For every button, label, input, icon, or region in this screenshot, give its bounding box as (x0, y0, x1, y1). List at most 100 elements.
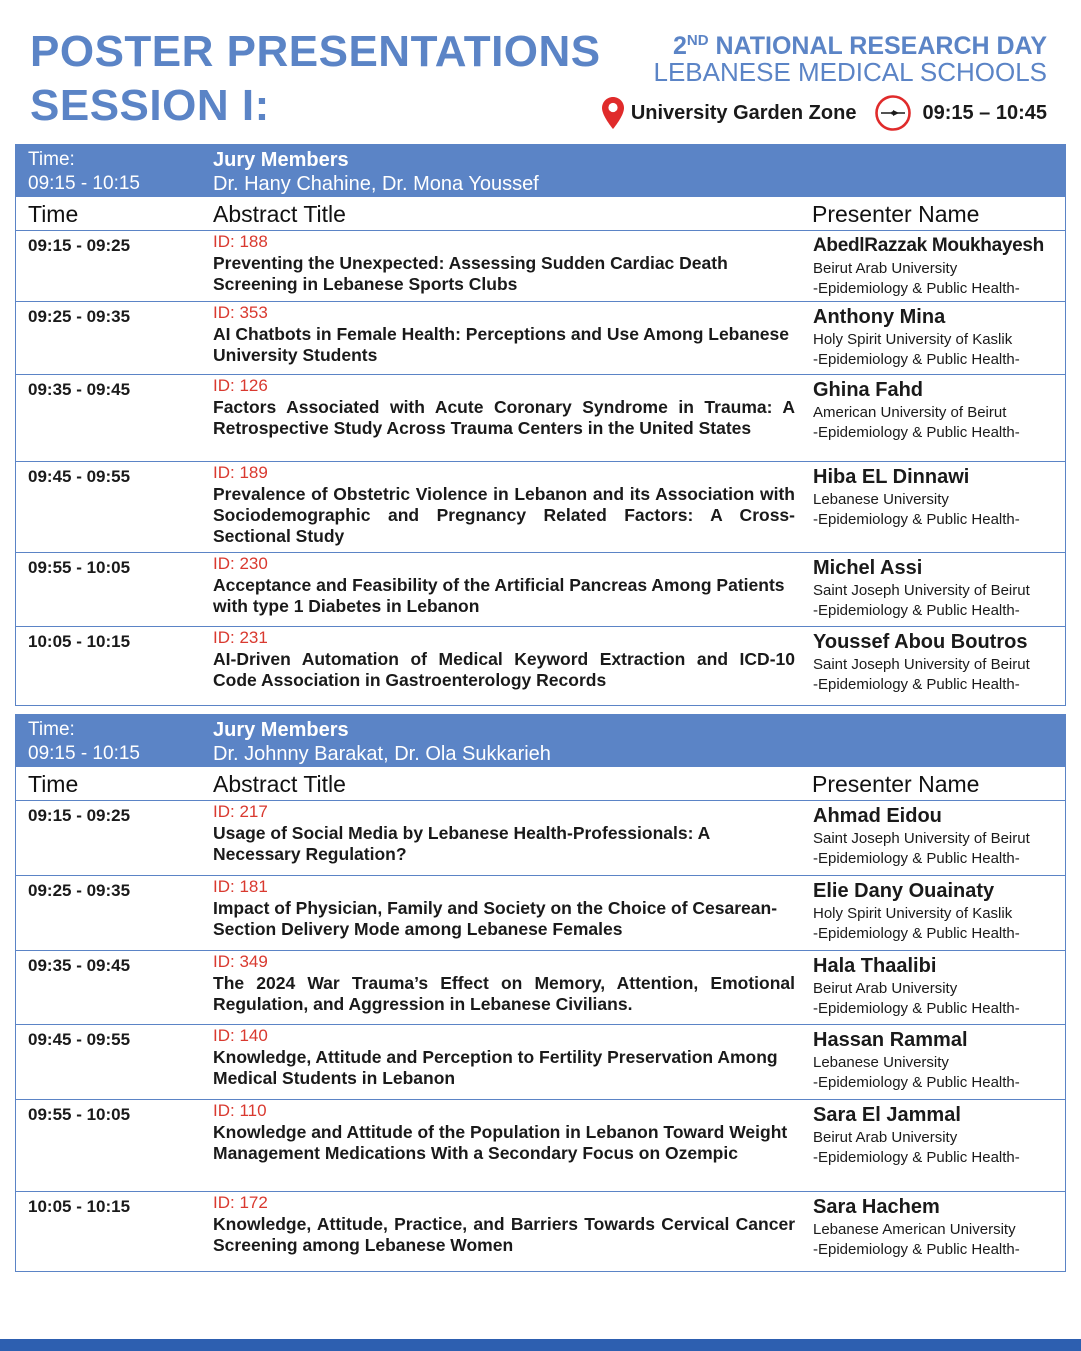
presenter-university: Beirut Arab University (813, 980, 958, 997)
presenter-department: -Epidemiology & Public Health- (813, 280, 1020, 297)
presenter-university: Holy Spirit University of Kaslik (813, 905, 1013, 922)
abstract-id: ID: 172 (213, 1193, 268, 1212)
presenter-department: -Epidemiology & Public Health- (813, 1000, 1020, 1017)
column-header-presenter: Presenter Name (812, 771, 980, 797)
session-time-value: 09:15 - 10:15 (28, 173, 140, 194)
column-header-abstract: Abstract Title (213, 201, 346, 227)
column-header: Time Abstract Title Presenter Name (16, 197, 1065, 231)
row-time: 09:45 - 09:55 (28, 1030, 131, 1049)
session-title: SESSION I: (30, 81, 270, 130)
abstract-id: ID: 181 (213, 877, 268, 896)
abstract-id: ID: 110 (213, 1101, 267, 1120)
presenter-university: Saint Joseph University of Beirut (813, 582, 1030, 599)
event-name-rest: NATIONAL RESEARCH DAY (708, 32, 1047, 60)
session-table-1: Time: 09:15 - 10:15 Jury Members Dr. Han… (15, 144, 1066, 706)
presenter-university: Beirut Arab University (813, 1129, 958, 1146)
row-time: 09:45 - 09:55 (28, 467, 131, 486)
presenter-department: -Epidemiology & Public Health- (813, 850, 1020, 867)
table-row: 09:15 - 09:25 ID: 188 Preventing the Une… (16, 231, 1065, 302)
abstract-title: Prevalence of Obstetric Violence in Leba… (213, 484, 795, 546)
abstract-title: Knowledge, Attitude, Practice, and Barri… (213, 1214, 795, 1255)
table-row: 09:35 - 09:45 ID: 349 The 2024 War Traum… (16, 951, 1065, 1025)
abstract-id: ID: 353 (213, 303, 268, 322)
presenter-name: Anthony Mina (813, 306, 946, 328)
presenter-name: Hassan Rammal (813, 1029, 968, 1051)
row-time: 09:25 - 09:35 (28, 307, 131, 326)
table-row: 09:55 - 10:05 ID: 230 Acceptance and Fea… (16, 553, 1065, 627)
presenter-university: Lebanese American University (813, 1221, 1016, 1238)
presenter-name: Hala Thaalibi (813, 955, 937, 977)
column-header-abstract: Abstract Title (213, 771, 346, 797)
presenter-name: Michel Assi (813, 557, 923, 579)
row-time: 09:35 - 09:45 (28, 380, 131, 399)
abstract-title: Knowledge and Attitude of the Population… (213, 1122, 788, 1163)
presenter-name: Ghina Fahd (813, 379, 923, 401)
abstract-title: Knowledge, Attitude and Perception to Fe… (213, 1047, 778, 1088)
map-pin-icon (601, 97, 624, 129)
presenter-department: -Epidemiology & Public Health- (813, 925, 1020, 942)
session-time-label: Time: (28, 149, 75, 170)
presenter-name: Sara Hachem (813, 1196, 940, 1218)
event-subtitle: LEBANESE MEDICAL SCHOOLS (653, 57, 1048, 87)
abstract-title: Impact of Physician, Family and Society … (213, 898, 778, 939)
page-title: POSTER PRESENTATIONS (30, 27, 601, 76)
abstract-title: Factors Associated with Acute Coronary S… (213, 397, 795, 438)
presenter-name: AbedlRazzak Moukhayesh (813, 235, 1044, 256)
session-time-value: 09:15 - 10:15 (28, 743, 140, 764)
table-row: 09:45 - 09:55 ID: 140 Knowledge, Attitud… (16, 1025, 1065, 1100)
presenter-university: Lebanese University (813, 491, 949, 508)
abstract-id: ID: 140 (213, 1026, 268, 1045)
location-text: University Garden Zone (630, 101, 857, 124)
time-range-text: 09:15 – 10:45 (922, 101, 1047, 124)
clock-icon (875, 95, 912, 131)
session-table-2: Time: 09:15 - 10:15 Jury Members Dr. Joh… (15, 714, 1066, 1272)
abstract-title: AI-Driven Automation of Medical Keyword … (213, 649, 795, 690)
column-header-time: Time (28, 201, 79, 227)
presenter-university: Lebanese University (813, 1054, 949, 1071)
presenter-department: -Epidemiology & Public Health- (813, 1074, 1020, 1091)
abstract-title: Preventing the Unexpected: Assessing Sud… (213, 253, 728, 294)
abstract-id: ID: 231 (213, 628, 268, 647)
presenter-university: Saint Joseph University of Beirut (813, 830, 1030, 847)
row-time: 09:35 - 09:45 (28, 956, 131, 975)
row-time: 09:25 - 09:35 (28, 881, 131, 900)
row-time: 09:55 - 10:05 (28, 1105, 131, 1124)
table-row: 09:35 - 09:45 ID: 126 Factors Associated… (16, 375, 1065, 462)
presenter-university: American University of Beirut (813, 404, 1007, 421)
presenter-university: Holy Spirit University of Kaslik (813, 331, 1013, 348)
session-time-label: Time: (28, 719, 75, 740)
table-row: 09:45 - 09:55 ID: 189 Prevalence of Obst… (16, 462, 1065, 553)
presenter-department: -Epidemiology & Public Health- (813, 602, 1020, 619)
presenter-department: -Epidemiology & Public Health- (813, 676, 1020, 693)
session-meta: University Garden Zone 09:15 – 10:45 (601, 94, 1047, 132)
jury-members: Dr. Hany Chahine, Dr. Mona Youssef (213, 173, 539, 195)
session-band: Time: 09:15 - 10:15 Jury Members Dr. Han… (16, 145, 1065, 197)
abstract-id: ID: 349 (213, 952, 268, 971)
table-row: 10:05 - 10:15 ID: 172 Knowledge, Attitud… (16, 1192, 1065, 1268)
table-row: 09:25 - 09:35 ID: 353 AI Chatbots in Fem… (16, 302, 1065, 375)
abstract-id: ID: 126 (213, 376, 268, 395)
table-row: 09:55 - 10:05 ID: 110 Knowledge and Atti… (16, 1100, 1065, 1192)
presenter-name: Youssef Abou Boutros (813, 631, 1028, 653)
abstract-title: Acceptance and Feasibility of the Artifi… (213, 575, 785, 616)
column-header-presenter: Presenter Name (812, 201, 980, 227)
row-time: 10:05 - 10:15 (28, 1197, 131, 1216)
abstract-id: ID: 189 (213, 463, 268, 482)
presenter-name: Elie Dany Ouainaty (813, 880, 995, 902)
row-time: 10:05 - 10:15 (28, 632, 131, 651)
abstract-id: ID: 230 (213, 554, 268, 573)
presenter-name: Ahmad Eidou (813, 805, 942, 827)
presenter-department: -Epidemiology & Public Health- (813, 511, 1020, 528)
table-row: 10:05 - 10:15 ID: 231 AI-Driven Automati… (16, 627, 1065, 704)
event-ordinal-suffix: ND (686, 32, 709, 49)
table-row: 09:15 - 09:25 ID: 217 Usage of Social Me… (16, 801, 1065, 876)
abstract-id: ID: 217 (213, 802, 268, 821)
presenter-university: Beirut Arab University (813, 260, 958, 277)
event-ordinal: 2 (672, 32, 687, 60)
presenter-name: Sara El Jammal (813, 1104, 961, 1126)
row-time: 09:15 - 09:25 (28, 236, 131, 255)
abstract-id: ID: 188 (213, 232, 268, 251)
column-header: Time Abstract Title Presenter Name (16, 767, 1065, 801)
session-band: Time: 09:15 - 10:15 Jury Members Dr. Joh… (16, 715, 1065, 767)
abstract-title: Usage of Social Media by Lebanese Health… (213, 823, 710, 864)
